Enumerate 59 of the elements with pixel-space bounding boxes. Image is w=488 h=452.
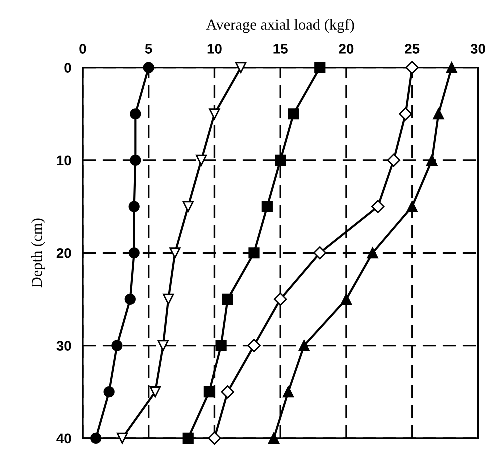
point xyxy=(222,294,234,306)
point xyxy=(446,62,458,74)
point xyxy=(170,248,181,259)
point xyxy=(275,154,286,166)
y-axis-title: Depth (cm) xyxy=(31,218,46,288)
x-tick-label: 30 xyxy=(470,44,486,54)
point xyxy=(130,108,142,120)
point xyxy=(372,200,385,214)
point xyxy=(387,154,400,168)
point xyxy=(406,201,418,212)
point xyxy=(314,246,327,260)
point xyxy=(209,108,220,120)
x-axis-title: Average axial load (kgf) xyxy=(206,19,354,34)
point xyxy=(196,154,208,166)
point xyxy=(130,154,142,166)
x-tick-label: 0 xyxy=(80,44,86,54)
point xyxy=(221,386,234,399)
point xyxy=(182,432,194,444)
x-tick-label: 15 xyxy=(274,44,288,54)
point xyxy=(433,108,444,120)
y-tick-label: 10 xyxy=(57,156,72,166)
x-tick-label: 5 xyxy=(145,44,152,54)
point xyxy=(236,62,247,74)
point xyxy=(163,294,174,306)
point xyxy=(150,386,161,398)
point xyxy=(282,386,294,398)
x-tick-label: 25 xyxy=(405,44,420,54)
y-tick-label: 0 xyxy=(64,63,72,73)
point xyxy=(208,432,222,446)
point xyxy=(90,432,102,444)
point xyxy=(216,340,227,352)
y-tick-label: 40 xyxy=(56,434,72,444)
point xyxy=(124,294,136,306)
point xyxy=(248,339,261,352)
point xyxy=(262,201,273,212)
x-tick-label: 10 xyxy=(208,44,222,54)
point xyxy=(248,248,260,259)
point xyxy=(128,248,140,259)
point xyxy=(204,386,216,398)
point xyxy=(426,154,438,166)
point xyxy=(128,201,140,212)
point xyxy=(406,61,419,74)
point xyxy=(143,62,154,74)
y-tick-label: 30 xyxy=(56,341,72,351)
point xyxy=(314,62,326,74)
point xyxy=(340,294,352,306)
point xyxy=(158,340,169,352)
point xyxy=(288,108,300,120)
point xyxy=(116,432,128,444)
point xyxy=(268,432,280,444)
point xyxy=(298,340,310,352)
point xyxy=(399,108,412,121)
point xyxy=(112,340,123,352)
point xyxy=(274,292,288,306)
point xyxy=(367,248,378,259)
y-tick-label: 20 xyxy=(56,248,72,258)
point xyxy=(104,386,115,398)
point xyxy=(182,201,194,212)
x-tick-label: 20 xyxy=(339,44,354,54)
